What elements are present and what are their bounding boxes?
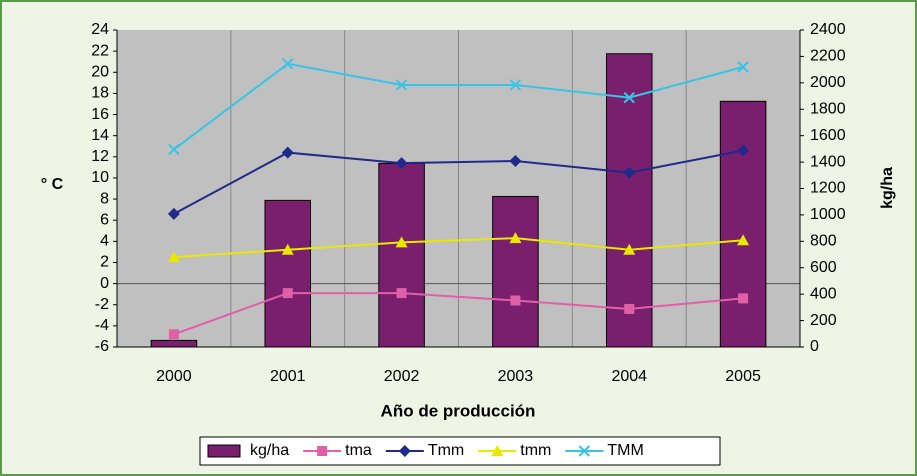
y2-tick-label: 1600 (810, 127, 846, 144)
point (395, 79, 408, 91)
y2-tick-label: 2000 (810, 74, 846, 91)
y-tick-label: 4 (100, 233, 109, 250)
y2-tick-label: 0 (810, 338, 819, 355)
y2-tick-label: 1800 (810, 100, 846, 117)
point (510, 295, 521, 306)
y2-tick-label: 2400 (810, 21, 846, 38)
legend-label: TMM (607, 442, 643, 459)
y-tick-label: -6 (95, 338, 109, 355)
y-tick-label: 0 (100, 275, 109, 292)
y2-tick-label: 1400 (810, 153, 846, 170)
y-tick-label: 6 (100, 211, 109, 228)
y-tick-label: 10 (91, 169, 109, 186)
x-tick-label: 2000 (156, 368, 192, 385)
legend-label: Tmm (428, 442, 464, 459)
legend-marker (317, 446, 328, 456)
bar (150, 339, 198, 348)
point (738, 293, 749, 304)
y2-tick-label: 1000 (810, 206, 846, 223)
point (395, 236, 408, 248)
y-tick-label: 16 (91, 106, 109, 123)
y2-tick-label: 600 (810, 259, 837, 276)
bar (719, 100, 767, 348)
point (167, 251, 180, 263)
point (737, 144, 750, 157)
legend-label: tmm (520, 442, 551, 459)
line (173, 292, 744, 336)
y-tick-label: 24 (91, 21, 109, 38)
point (282, 288, 293, 299)
y2-tick-label: 2200 (810, 48, 846, 65)
y2-tick-label: 800 (810, 233, 837, 250)
point (396, 288, 407, 299)
x-tick-label: 2003 (498, 368, 534, 385)
bar (378, 162, 425, 348)
line (173, 237, 744, 259)
y-tick-label: 20 (91, 63, 109, 80)
legend-marker (398, 445, 411, 457)
point (623, 91, 635, 104)
y2-tick-label: 200 (810, 312, 837, 329)
bar (605, 53, 653, 348)
point (167, 207, 180, 220)
x-tick-label: 2001 (270, 368, 306, 385)
point (168, 143, 180, 156)
point (395, 157, 408, 170)
bar (492, 195, 539, 348)
point (623, 243, 636, 255)
point (281, 243, 294, 255)
x-tick-label: 2002 (384, 368, 420, 385)
y2-tick-label: 1200 (810, 180, 846, 197)
point (168, 329, 179, 340)
x-axis-title: Año de producción (381, 401, 536, 420)
line (173, 149, 744, 215)
point (624, 303, 635, 314)
point (281, 146, 294, 159)
x-tick-label: 2005 (725, 368, 761, 385)
y-tick-label: 8 (100, 190, 109, 207)
line (173, 62, 744, 151)
legend-marker (491, 445, 504, 456)
y-tick-label: -2 (95, 296, 109, 313)
legend-box (199, 436, 721, 466)
y-tick-label: 22 (91, 42, 109, 59)
y-tick-label: 18 (91, 85, 109, 102)
point (509, 155, 522, 168)
legend-marker (578, 445, 591, 457)
bar (264, 199, 312, 348)
y-tick-label: 2 (100, 254, 109, 271)
point (737, 234, 750, 246)
legend-label: kg/ha (250, 442, 289, 459)
point (282, 58, 294, 70)
y2-tick-label: 400 (810, 285, 837, 302)
x-tick-label: 2004 (611, 368, 647, 385)
y-axis-title: ° C (41, 176, 64, 193)
legend-label: tma (345, 442, 372, 459)
point (509, 232, 522, 244)
y-tick-label: 12 (91, 148, 109, 165)
legend-swatch (207, 444, 241, 458)
y-tick-label: 14 (91, 127, 109, 144)
y-tick-label: -4 (95, 317, 109, 334)
y2-axis-title: kg/ha (879, 167, 896, 209)
point (737, 61, 749, 73)
point (509, 79, 522, 91)
point (623, 166, 636, 179)
